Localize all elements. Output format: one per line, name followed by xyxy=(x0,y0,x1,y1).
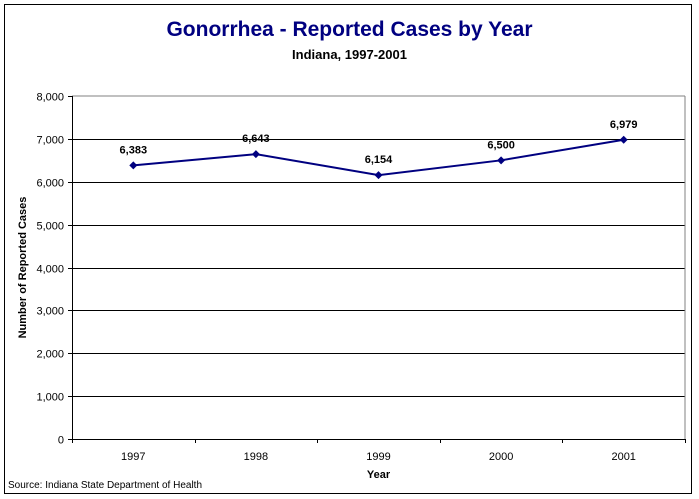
x-axis-title: Year xyxy=(367,469,391,481)
y-tick-label: 2,000 xyxy=(36,349,64,361)
x-tick-label: 1998 xyxy=(244,451,268,463)
y-tick-label: 0 xyxy=(58,435,64,447)
data-labels: 6,383 6,643 6,154 6,500 6,979 xyxy=(120,119,638,166)
y-tick-label: 3,000 xyxy=(36,306,64,318)
chart-subtitle: Indiana, 1997-2001 xyxy=(292,47,407,62)
data-label: 6,979 xyxy=(610,119,638,131)
source-note: Source: Indiana State Department of Heal… xyxy=(8,480,203,491)
data-point-marker xyxy=(497,156,506,165)
x-tick-label: 2000 xyxy=(489,451,513,463)
y-tick-label: 8,000 xyxy=(36,92,64,104)
y-tick-label: 4,000 xyxy=(36,264,64,276)
data-point-marker xyxy=(129,161,138,170)
y-axis-ticks: 0 1,000 2,000 3,000 4,000 5,000 6,000 7,000 8,00… xyxy=(36,92,72,447)
data-label: 6,500 xyxy=(487,139,515,151)
series-group xyxy=(129,135,628,180)
y-axis-title: Number of Reported Cases xyxy=(17,197,29,339)
gridlines xyxy=(72,139,685,397)
data-label: 6,643 xyxy=(242,133,270,145)
x-tick-label: 1997 xyxy=(121,451,145,463)
y-tick-label: 1,000 xyxy=(36,392,64,404)
data-label: 6,154 xyxy=(365,154,393,166)
x-axis-ticks: 1997 1998 1999 2000 2001 xyxy=(72,439,686,463)
x-tick-label: 2001 xyxy=(611,451,635,463)
data-point-marker xyxy=(374,171,383,180)
data-point-marker xyxy=(251,150,260,159)
y-tick-label: 6,000 xyxy=(36,178,64,190)
y-tick-label: 7,000 xyxy=(36,135,64,147)
chart-title: Gonorrhea - Reported Cases by Year xyxy=(166,18,533,41)
axes xyxy=(72,95,686,440)
data-label: 6,383 xyxy=(120,144,148,156)
data-point-marker xyxy=(619,135,628,144)
chart-frame xyxy=(4,4,692,494)
x-tick-label: 1999 xyxy=(366,451,390,463)
y-tick-label: 5,000 xyxy=(36,221,64,233)
